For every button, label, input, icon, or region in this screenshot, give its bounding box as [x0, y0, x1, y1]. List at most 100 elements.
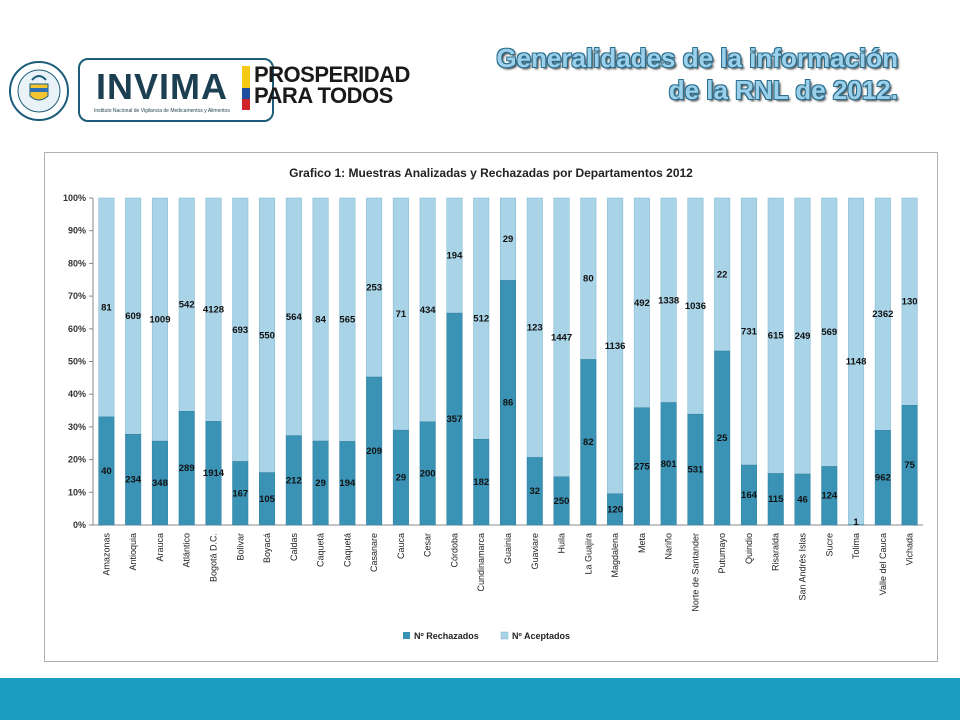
colombia-seal-logo	[9, 61, 69, 121]
y-tick-label: 30%	[68, 422, 86, 432]
x-tick-label: Meta	[637, 533, 647, 553]
x-tick-label: Valle del Cauca	[878, 533, 888, 595]
data-label-rechazados: 167	[232, 488, 248, 499]
data-label-aceptados: 194	[447, 251, 464, 262]
data-label-rechazados: 29	[396, 473, 407, 484]
page-title-line2: de la RNL de 2012.	[668, 75, 898, 105]
bar-rechazados	[205, 421, 222, 526]
data-label-rechazados: 164	[741, 490, 758, 501]
bar-rechazados	[740, 464, 757, 526]
stacked-bar-chart: Grafico 1: Muestras Analizadas y Rechaza…	[63, 166, 923, 641]
invima-logo: INVIMA Instituto Nacional de Vigilancia …	[78, 58, 274, 122]
data-label-rechazados: 25	[717, 433, 728, 444]
data-label-rechazados: 124	[821, 491, 838, 502]
x-tick-label: La Guajira	[583, 533, 593, 575]
data-label-aceptados: 1009	[149, 315, 170, 326]
data-label-aceptados: 249	[795, 331, 811, 342]
x-tick-label: Arauca	[155, 533, 165, 562]
x-tick-label: Cundinamarca	[476, 533, 486, 592]
data-label-rechazados: 46	[797, 495, 808, 506]
data-label-aceptados: 29	[503, 234, 514, 245]
data-label-aceptados: 22	[717, 270, 728, 281]
bar-rechazados	[687, 413, 704, 526]
bar-rechazados	[874, 430, 891, 526]
x-tick-label: Vichada	[905, 533, 915, 565]
bar-rechazados	[392, 429, 409, 526]
data-label-rechazados: 234	[125, 475, 142, 486]
data-label-aceptados: 2362	[872, 309, 893, 320]
data-label-rechazados: 1914	[203, 468, 225, 479]
x-tick-label: Caquetá	[316, 533, 326, 567]
data-label-aceptados: 4128	[203, 305, 224, 316]
bar-rechazados	[821, 466, 838, 526]
bar-rechazados	[607, 493, 624, 526]
data-label-rechazados: 115	[768, 494, 784, 505]
data-label-rechazados: 962	[875, 473, 891, 484]
x-tick-label: Córdoba	[449, 533, 459, 568]
data-label-aceptados: 731	[741, 327, 758, 338]
data-label-aceptados: 1148	[846, 356, 867, 367]
page-title-line1: Generalidades de la información	[496, 43, 898, 73]
bar-rechazados	[178, 411, 195, 526]
y-tick-label: 20%	[68, 455, 86, 465]
data-label-rechazados: 531	[687, 465, 704, 476]
data-label-aceptados: 615	[768, 331, 785, 342]
bar-rechazados	[767, 473, 784, 526]
bar-rechazados	[285, 435, 302, 526]
x-tick-label: Huila	[557, 533, 567, 554]
x-tick-label: Nariño	[664, 533, 674, 560]
data-label-aceptados: 492	[634, 298, 650, 309]
x-tick-label: Amazonas	[101, 533, 111, 576]
bar-rechazados	[98, 416, 115, 526]
bar-rechazados	[446, 312, 463, 526]
bar-rechazados	[794, 473, 811, 526]
bar-rechazados	[259, 472, 276, 526]
x-tick-label: San Andrés Islas	[798, 533, 808, 601]
bar-rechazados	[660, 402, 677, 526]
data-label-rechazados: 75	[904, 460, 915, 471]
data-label-rechazados: 200	[420, 468, 436, 479]
data-label-aceptados: 71	[396, 309, 407, 320]
data-label-aceptados: 693	[232, 325, 248, 336]
data-label-aceptados: 1036	[685, 301, 706, 312]
bar-rechazados	[151, 440, 168, 526]
x-tick-label: Casanare	[369, 533, 379, 572]
bar-rechazados	[339, 441, 356, 526]
data-label-aceptados: 1338	[658, 295, 679, 306]
data-label-aceptados: 542	[179, 300, 195, 311]
colombia-flag-stripe	[242, 66, 250, 110]
data-label-aceptados: 609	[125, 311, 141, 322]
legend-swatch-aceptados	[500, 631, 509, 640]
data-label-rechazados: 357	[447, 414, 463, 425]
data-label-aceptados: 565	[339, 315, 356, 326]
data-label-aceptados: 1136	[605, 341, 626, 352]
bar-rechazados	[125, 433, 142, 526]
y-tick-label: 90%	[68, 226, 86, 236]
invima-logo-subtitle: Instituto Nacional de Vigilancia de Medi…	[94, 108, 230, 114]
x-tick-label: Tolima	[851, 533, 861, 559]
bar-rechazados	[901, 405, 918, 526]
data-label-aceptados: 84	[315, 315, 326, 326]
page-title: Generalidades de la información de la RN…	[496, 42, 898, 106]
legend-swatch-rechazados	[403, 632, 410, 639]
x-tick-label: Guaviare	[530, 533, 540, 570]
y-tick-label: 0%	[73, 520, 86, 530]
data-label-aceptados: 80	[583, 274, 594, 285]
data-label-rechazados: 250	[554, 496, 570, 507]
x-tick-label: Bogotá D.C.	[208, 533, 218, 582]
bar-rechazados	[500, 280, 516, 526]
bar-rechazados	[419, 421, 436, 526]
data-label-aceptados: 123	[527, 323, 543, 334]
x-tick-label: Boyacá	[262, 533, 272, 563]
bar-rechazados	[633, 407, 650, 526]
prosperidad-line2: PARA TODOS	[254, 83, 393, 108]
x-tick-label: Caldas	[289, 533, 299, 562]
data-label-aceptados: 130	[902, 297, 918, 308]
data-label-aceptados: 550	[259, 330, 275, 341]
legend-label-rechazados: Nº Rechazados	[414, 631, 479, 641]
y-tick-label: 80%	[68, 258, 86, 268]
data-label-rechazados: 194	[339, 478, 356, 489]
bar-rechazados	[526, 457, 543, 526]
x-tick-label: Atlántico	[182, 533, 192, 568]
x-tick-label: Norte de Santander	[690, 533, 700, 612]
